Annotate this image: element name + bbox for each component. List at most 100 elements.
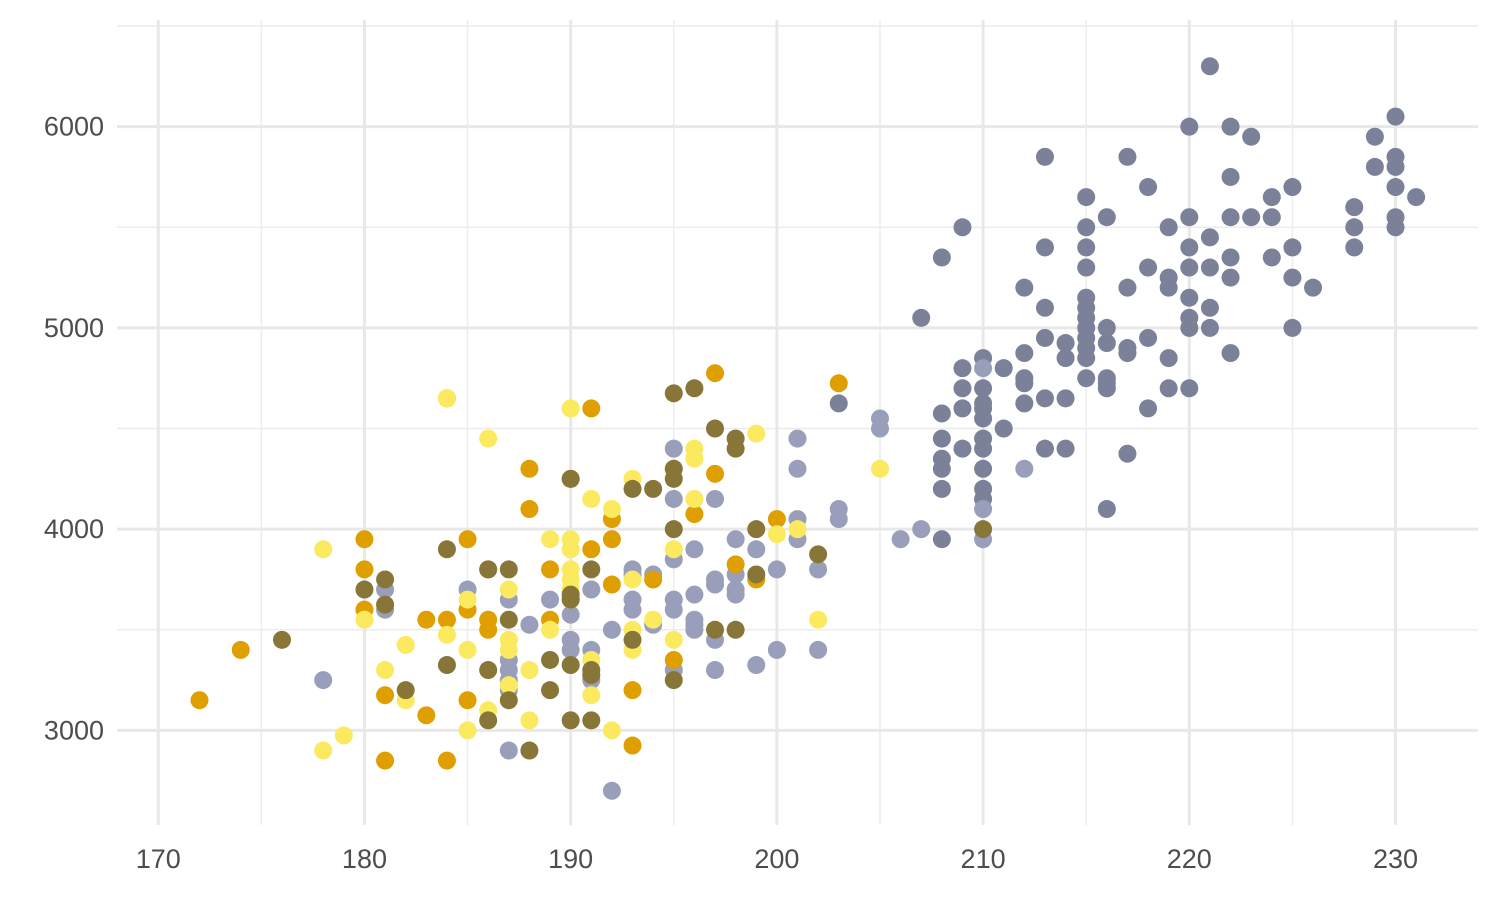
- data-point: [541, 650, 560, 669]
- data-point: [499, 610, 518, 629]
- data-point: [994, 359, 1013, 378]
- data-point: [1159, 379, 1178, 398]
- data-point: [1221, 208, 1240, 227]
- y-axis-tick-labels: 3000 4000 5000 6000: [44, 112, 104, 746]
- x-tick-label: 180: [342, 844, 387, 874]
- data-point: [623, 681, 642, 700]
- data-point: [417, 706, 436, 725]
- data-point: [499, 741, 518, 760]
- data-point: [1180, 318, 1199, 337]
- data-point: [1159, 218, 1178, 237]
- data-point: [355, 610, 374, 629]
- data-point: [520, 459, 539, 478]
- data-point: [1200, 228, 1219, 247]
- data-point: [437, 656, 456, 675]
- data-point: [623, 736, 642, 755]
- data-point: [767, 525, 786, 544]
- data-point: [1262, 188, 1281, 207]
- data-point: [499, 580, 518, 599]
- data-point: [602, 781, 621, 800]
- data-point: [932, 479, 951, 498]
- data-point: [1035, 298, 1054, 317]
- data-point: [561, 540, 580, 559]
- data-point: [726, 585, 745, 604]
- y-tick-label: 3000: [44, 715, 104, 745]
- data-point: [932, 530, 951, 549]
- point-series-3: [190, 364, 848, 770]
- data-point: [726, 555, 745, 574]
- data-point: [747, 520, 766, 539]
- data-point: [561, 711, 580, 730]
- x-tick-label: 210: [961, 844, 1006, 874]
- data-point: [623, 570, 642, 589]
- data-point: [1056, 389, 1075, 408]
- data-point: [602, 721, 621, 740]
- data-point: [272, 630, 291, 649]
- data-point: [499, 640, 518, 659]
- data-point: [376, 595, 395, 614]
- y-tick-label: 4000: [44, 514, 104, 544]
- y-tick-label: 5000: [44, 313, 104, 343]
- data-point: [685, 620, 704, 639]
- data-point: [437, 751, 456, 770]
- x-tick-label: 170: [136, 844, 181, 874]
- data-point: [1180, 208, 1199, 227]
- data-point: [602, 500, 621, 519]
- data-point: [582, 540, 601, 559]
- data-point: [602, 620, 621, 639]
- x-axis-tick-labels: 170 180 190 200 210 220 230: [136, 844, 1418, 874]
- data-point: [314, 540, 333, 559]
- data-point: [685, 540, 704, 559]
- data-point: [974, 379, 993, 398]
- grid-minor: [117, 20, 1478, 825]
- data-point: [582, 560, 601, 579]
- data-point: [685, 379, 704, 398]
- data-point: [1118, 444, 1137, 463]
- data-point: [974, 409, 993, 428]
- data-point: [932, 429, 951, 448]
- data-point: [561, 605, 580, 624]
- data-point: [602, 575, 621, 594]
- data-point: [809, 610, 828, 629]
- data-point: [664, 384, 683, 403]
- data-point: [437, 625, 456, 644]
- data-point: [706, 419, 725, 438]
- data-point: [499, 676, 518, 695]
- data-point: [974, 520, 993, 539]
- data-point: [1283, 268, 1302, 287]
- data-point: [1077, 238, 1096, 257]
- data-point: [1262, 208, 1281, 227]
- data-point: [417, 610, 436, 629]
- data-point: [1221, 117, 1240, 136]
- data-point: [767, 640, 786, 659]
- data-point: [932, 404, 951, 423]
- data-point: [1180, 238, 1199, 257]
- data-point: [1242, 208, 1261, 227]
- data-point: [376, 661, 395, 680]
- data-point: [994, 419, 1013, 438]
- data-point: [829, 510, 848, 529]
- data-point: [706, 464, 725, 483]
- data-point: [1015, 459, 1034, 478]
- data-point: [1242, 127, 1261, 146]
- data-point: [582, 711, 601, 730]
- data-point: [870, 459, 889, 478]
- data-point: [1345, 238, 1364, 257]
- data-point: [499, 691, 518, 710]
- data-point: [1139, 258, 1158, 277]
- data-point: [1077, 218, 1096, 237]
- data-point: [1262, 248, 1281, 267]
- data-point: [1200, 298, 1219, 317]
- point-series-1: [829, 57, 1426, 549]
- data-point: [1200, 318, 1219, 337]
- data-point: [623, 630, 642, 649]
- data-point: [396, 635, 415, 654]
- data-point: [664, 630, 683, 649]
- data-point: [520, 711, 539, 730]
- data-point: [437, 389, 456, 408]
- data-point: [1139, 178, 1158, 197]
- data-point: [231, 640, 250, 659]
- x-tick-label: 200: [754, 844, 799, 874]
- data-point: [664, 650, 683, 669]
- data-point: [974, 439, 993, 458]
